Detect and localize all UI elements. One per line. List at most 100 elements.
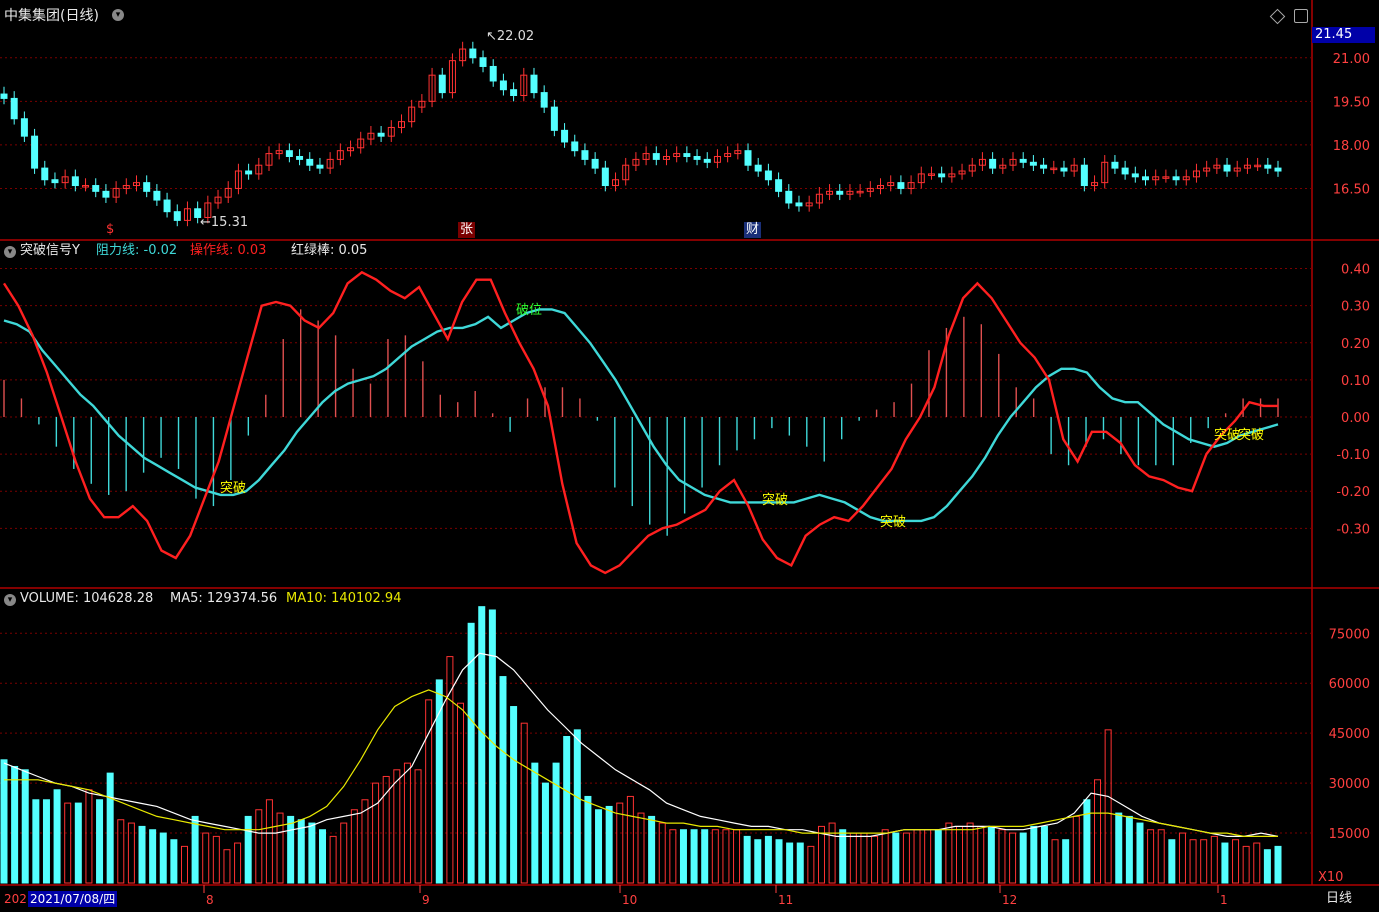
volume-bar: [1274, 845, 1282, 884]
y-tick-label: 0.30: [1341, 300, 1370, 315]
low-marker: ←15.31: [200, 215, 249, 230]
candle: [927, 173, 935, 176]
candle: [1101, 161, 1109, 184]
volume-bar: [584, 795, 592, 884]
candle: [357, 138, 365, 149]
volume-bar: [287, 815, 295, 884]
period-label[interactable]: 日线: [1326, 891, 1353, 906]
volume-bar: [1136, 822, 1144, 884]
candle: [347, 147, 355, 152]
volume-bar: [892, 832, 900, 884]
y-tick-label: 19.50: [1333, 95, 1370, 110]
event-marker-cai[interactable]: 财: [744, 222, 762, 238]
candle: [1172, 176, 1180, 181]
price-box: 21.45: [1312, 27, 1375, 43]
candle: [764, 170, 772, 181]
candle: [1142, 176, 1150, 181]
candle: [102, 190, 110, 198]
volume-bar: [722, 829, 730, 884]
volume-bar: [648, 815, 656, 884]
candle: [734, 150, 742, 155]
candle: [530, 74, 538, 94]
volume-bar: [1210, 835, 1218, 884]
volume-bar: [637, 812, 645, 884]
volume-bar: [860, 832, 868, 884]
volume-bar: [658, 822, 666, 884]
volume-bar: [478, 606, 486, 884]
candle: [51, 179, 59, 184]
volume-bar: [42, 799, 50, 884]
volume-bar: [276, 812, 284, 884]
volume-bar: [1168, 839, 1176, 884]
volume-bar: [1072, 815, 1080, 884]
x-axis-ticks: 8 9 10 11 12 1: [203, 885, 1228, 907]
candle: [255, 164, 263, 175]
candle: [897, 182, 905, 189]
candle: [622, 164, 630, 181]
y-tick-label: 0.40: [1341, 263, 1370, 278]
window-icon[interactable]: [1294, 9, 1308, 23]
volume-bar: [435, 679, 443, 884]
candle: [673, 153, 681, 157]
indicator-line-operate: [2, 270, 1278, 575]
candle: [265, 153, 273, 166]
volume-bar: [1253, 842, 1261, 884]
volume-bar: [202, 832, 210, 884]
volume-ma-lines: [3, 652, 1279, 838]
volume-bar: [297, 819, 305, 884]
candle: [907, 182, 915, 189]
volume-bar: [807, 845, 815, 884]
event-marker-s[interactable]: $: [106, 222, 115, 237]
candle: [805, 202, 813, 207]
candle: [561, 129, 569, 143]
volume-bar: [180, 845, 188, 884]
volume-bar: [871, 835, 879, 884]
volume-bar: [361, 799, 369, 884]
candle: [92, 185, 100, 192]
event-marker-zhang[interactable]: 张: [458, 222, 476, 238]
volume-bar: [977, 825, 985, 884]
volume-bar: [234, 842, 242, 884]
candle: [836, 190, 844, 195]
candle: [642, 153, 650, 160]
candle: [122, 185, 130, 189]
candle: [1203, 167, 1211, 172]
volume-bar: [595, 809, 603, 884]
y-tick-label: -0.10: [1336, 448, 1370, 463]
volume-bar: [924, 829, 932, 884]
candle: [581, 150, 589, 160]
candle: [143, 182, 151, 192]
panel-toggle-icon[interactable]: ▾: [112, 9, 124, 21]
candle: [1243, 164, 1251, 169]
volume-bars: [0, 606, 1282, 884]
y-tick-label: 18.00: [1333, 139, 1370, 154]
volume-bar: [1178, 832, 1186, 884]
candle: [652, 153, 660, 160]
volume-bar: [32, 799, 40, 884]
candle: [1131, 173, 1139, 178]
resist-line-label: 阻力线: -0.02: [96, 243, 178, 258]
y-tick-label: -0.30: [1336, 522, 1370, 537]
volume-bar: [913, 829, 921, 884]
candle: [1254, 164, 1262, 168]
volume-bar: [541, 782, 549, 884]
volume-toggle-icon[interactable]: ▾: [4, 594, 16, 606]
candle: [866, 187, 874, 192]
candle: [683, 153, 691, 157]
volume-bar: [1040, 825, 1048, 884]
candle: [785, 190, 793, 204]
candle: [1121, 167, 1129, 175]
candle: [418, 100, 426, 108]
candle: [989, 158, 997, 169]
candle: [112, 187, 120, 198]
candle: [1223, 164, 1231, 172]
candle: [703, 158, 711, 163]
indicator-toggle-icon[interactable]: ▾: [4, 246, 16, 258]
candlestick-series: [0, 41, 1282, 227]
volume-bar: [106, 772, 114, 884]
volume-bar: [1009, 832, 1017, 884]
volume-bar: [265, 799, 273, 884]
volume-bar: [701, 829, 709, 884]
candle: [1274, 167, 1282, 172]
x-tick-label: 12: [1002, 893, 1017, 907]
